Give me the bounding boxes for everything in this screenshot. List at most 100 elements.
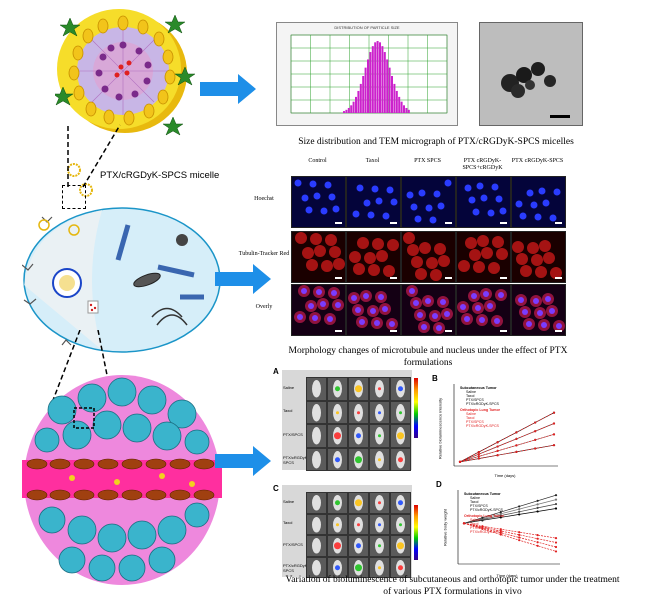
series-line	[463, 522, 557, 548]
microscopy-image	[511, 231, 566, 283]
series-line	[463, 522, 557, 543]
mouse-image	[327, 400, 348, 424]
legend-entry: Subcutaneous Tumor	[460, 386, 497, 390]
mouse-image	[348, 377, 369, 401]
histogram-bar	[398, 96, 401, 113]
mouse-image	[390, 492, 411, 514]
mouse-image	[327, 535, 348, 557]
data-point	[496, 454, 499, 457]
panel-b-letter: B	[432, 374, 438, 383]
histogram-bar	[345, 109, 348, 113]
series-line	[463, 522, 557, 539]
legend-entry: Saline	[466, 412, 476, 416]
histogram-bar	[357, 90, 360, 113]
histogram-bar	[393, 83, 396, 113]
legend-entry: Taxol	[470, 522, 479, 526]
legend-entry: Orthotopic Lung Tumor	[460, 408, 501, 412]
legend-entry: Taxol	[470, 500, 479, 504]
panel-b-ylabel: Relative bioluminescence intensity	[437, 397, 443, 460]
microscopy-image	[456, 176, 511, 228]
mouse-image	[369, 400, 390, 424]
legend-entry: Taxol	[466, 416, 475, 420]
mouse-image	[348, 556, 369, 578]
mouse-image	[306, 513, 327, 535]
histogram-bar	[407, 109, 410, 113]
mouse-image	[306, 535, 327, 557]
zoom-box-1	[62, 185, 86, 209]
histogram-bar	[376, 41, 379, 113]
mouse-image	[348, 513, 369, 535]
legend-entry: Orthotopic Lung Tumor	[464, 514, 505, 518]
microscopy-column-label: PTX cRGDyK-SPCS+cRGDyK	[462, 158, 503, 171]
panel-d-chart: Subcutaneous TumorSalineTaxolPTX/SPCSPTX…	[457, 490, 560, 565]
microscopy-image	[291, 231, 346, 283]
arrow-2	[215, 264, 271, 294]
series-line	[459, 444, 555, 463]
mouse-image	[327, 377, 348, 401]
microscopy-image	[401, 231, 456, 283]
histogram-plot	[290, 34, 448, 114]
tumor-tissue-illustration	[22, 375, 222, 585]
series-line	[459, 433, 555, 463]
legend-entry: Taxol	[466, 394, 475, 398]
microscopy-caption: Morphology changes of microtubule and nu…	[288, 346, 568, 368]
data-point	[536, 534, 539, 537]
imaging-row-label: PTX/cRGDyK-SPCS	[283, 563, 309, 574]
imaging-row-label: PTX/SPCS	[283, 431, 303, 437]
mouse-image	[306, 424, 327, 448]
microscopy-image	[346, 284, 401, 336]
microscopy-image	[291, 176, 346, 228]
series-line	[463, 522, 557, 552]
histogram-bar	[371, 46, 374, 113]
histogram-bar	[383, 52, 386, 113]
imaging-row-label: Saline	[283, 384, 295, 390]
mouse-image	[306, 377, 327, 401]
imaging-row-label: PTX/SPCS	[283, 541, 303, 547]
mouse-image	[348, 424, 369, 448]
histogram-bar	[364, 67, 367, 113]
size-histogram: DISTRIBUTION OF PARTICLE SIZE	[276, 22, 458, 126]
histogram-bar	[405, 107, 408, 113]
histogram-bar	[388, 67, 391, 113]
arrow-1	[200, 74, 256, 104]
mouse-image	[390, 377, 411, 401]
histogram-bar	[355, 96, 357, 113]
data-point	[554, 550, 558, 553]
legend-entry: PTX/cRGDyK-SPCS	[470, 530, 504, 534]
microscopy-row-label: Tubulin-Tracker Red	[238, 251, 290, 257]
mouse-image	[390, 513, 411, 535]
histogram-bar	[352, 101, 355, 113]
mouse-image	[369, 377, 390, 401]
panel-c-letter: C	[273, 484, 279, 493]
mouse-image	[390, 400, 411, 424]
mouse-image	[369, 556, 390, 578]
microscopy-column-label: Taxol	[365, 158, 380, 164]
panel-a-letter: A	[273, 367, 279, 376]
microscopy-image	[346, 231, 401, 283]
mouse-image	[369, 535, 390, 557]
legend-entry: PTX/cRGDyK-SPCS	[466, 424, 500, 428]
zoom-lines-1	[67, 124, 121, 188]
legend-entry: Subcutaneous Tumor	[464, 492, 501, 496]
panel-d-xlabel: Time (days)	[496, 573, 518, 578]
imaging-row-label: Saline	[283, 498, 295, 504]
imaging-row-label: Taxol	[283, 520, 293, 526]
microscopy-image	[401, 176, 456, 228]
mouse-image	[348, 492, 369, 514]
microscopy-row-label: Hoechst	[254, 196, 274, 202]
mouse-image	[369, 492, 390, 514]
panel-c-imaging: Saline Taxol PTX/SPCS PTX/cRGDyK-SPCS	[282, 485, 412, 578]
data-point	[554, 537, 558, 540]
mouse-image	[390, 447, 411, 471]
data-point	[518, 533, 521, 536]
microscopy-image	[511, 176, 566, 228]
mouse-image	[390, 424, 411, 448]
bottom-caption-line1: Variation of bioluminescence of subcutan…	[285, 575, 620, 585]
mouse-image	[327, 513, 348, 535]
legend-entry: PTX/SPCS	[466, 420, 484, 424]
histogram-bar	[343, 111, 345, 113]
legend-entry: PTX/SPCS	[466, 398, 484, 402]
mouse-image	[306, 556, 327, 578]
mouse-image	[306, 492, 327, 514]
panel-a-colorbar	[414, 378, 418, 438]
